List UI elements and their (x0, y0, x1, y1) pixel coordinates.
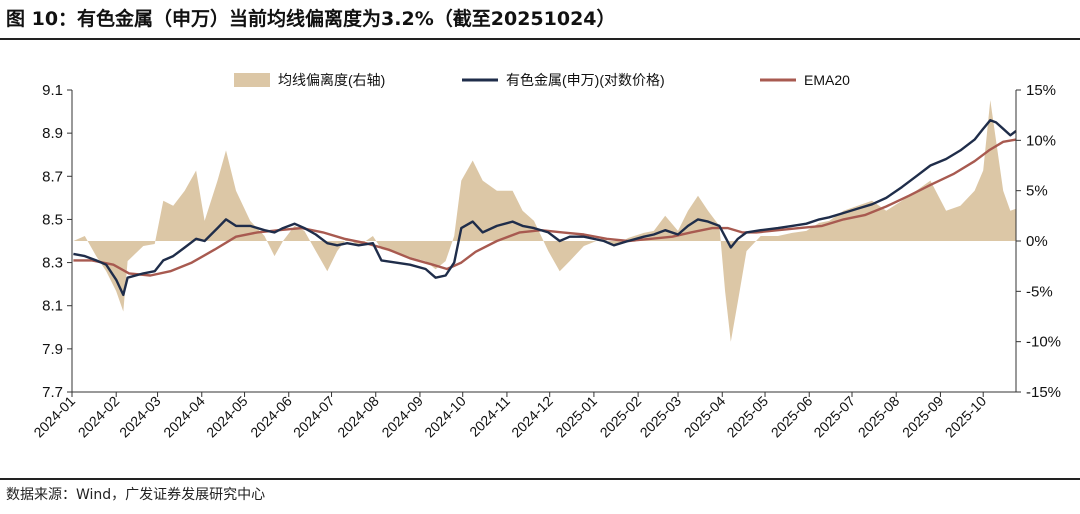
title-rule (0, 38, 1080, 40)
x-tick-label: 2025-02 (597, 393, 645, 441)
figure-title: 图 10：有色金属（申万）当前均线偏离度为3.2%（截至20251024） (6, 8, 616, 30)
price-line-layer (73, 119, 1017, 297)
x-tick-label: 2024-02 (75, 393, 123, 441)
y-left-tick-label: 7.9 (42, 341, 63, 358)
ema20-line (73, 138, 1017, 277)
legend-label-ema: EMA20 (804, 72, 850, 88)
x-tick-label: 2025-07 (810, 393, 858, 441)
y-right-tick-label: 5% (1026, 183, 1048, 200)
x-tick-label: 2024-03 (116, 393, 164, 441)
legend-label-deviation: 均线偏离度(右轴) (278, 72, 385, 88)
x-tick-label: 2025-05 (723, 393, 771, 441)
chart: 9.1 8.9 8.7 8.5 8.3 8.1 7.9 7.7 15% 10% 5% 0% -5% -10… (30, 72, 1061, 440)
title-bar: 图 10：有色金属（申万）当前均线偏离度为3.2%（截至20251024） (0, 0, 1080, 36)
source-rule (0, 478, 1080, 480)
x-tick-label: 2025-03 (637, 393, 685, 441)
y-left-tick-label: 7.7 (42, 384, 63, 401)
y-left-tick-label: 8.5 (42, 211, 63, 228)
y-right-tick-label: -10% (1026, 334, 1061, 351)
index-line (73, 119, 1017, 297)
x-tick-label: 2025-06 (768, 393, 816, 441)
legend-swatch-deviation (234, 73, 270, 87)
y-right-tick-label: 0% (1026, 233, 1048, 250)
y-left-tick-label: 8.7 (42, 168, 63, 185)
legend-label-index: 有色金属(申万)(对数价格) (506, 72, 665, 88)
x-tick-label: 2024-08 (334, 393, 382, 441)
axis-layer: 9.1 8.9 8.7 8.5 8.3 8.1 7.9 7.7 15% 10% 5% 0% -5% -10… (30, 82, 1061, 440)
y-left-tick-label: 8.1 (42, 298, 63, 315)
y-right-tick-label: -5% (1026, 283, 1053, 300)
x-tick-label: 2024-05 (203, 393, 251, 441)
x-tick-label: 2025-08 (855, 393, 903, 441)
y-left-tick-label: 9.1 (42, 82, 63, 99)
y-left-tick-label: 8.9 (42, 125, 63, 142)
x-tick-label: 2024-11 (466, 393, 513, 440)
y-left-tick-label: 8.3 (42, 255, 63, 272)
y-right-tick-label: -15% (1026, 384, 1061, 401)
x-tick-label: 2024-10 (421, 393, 469, 441)
x-tick-label: 2025-09 (899, 393, 947, 441)
y-right-tick-label: 15% (1026, 82, 1056, 99)
x-tick-label: 2025-04 (681, 393, 729, 441)
x-tick-label: 2024-06 (247, 393, 295, 441)
x-tick-label: 2024-09 (378, 393, 426, 441)
x-tick-label: 2024-12 (508, 393, 556, 441)
y-right-tick-label: 10% (1026, 132, 1056, 149)
x-tick-label: 2024-04 (160, 393, 208, 441)
source-note: 数据来源：Wind，广发证券发展研究中心 (6, 487, 266, 503)
deviation-area (73, 100, 1016, 342)
x-tick-label: 2024-07 (290, 393, 338, 441)
x-tick-label: 2025-10 (942, 393, 990, 441)
deviation-area-layer (73, 100, 1016, 342)
legend: 均线偏离度(右轴) 有色金属(申万)(对数价格) EMA20 (234, 72, 850, 88)
x-tick-label: 2025-01 (552, 393, 600, 441)
